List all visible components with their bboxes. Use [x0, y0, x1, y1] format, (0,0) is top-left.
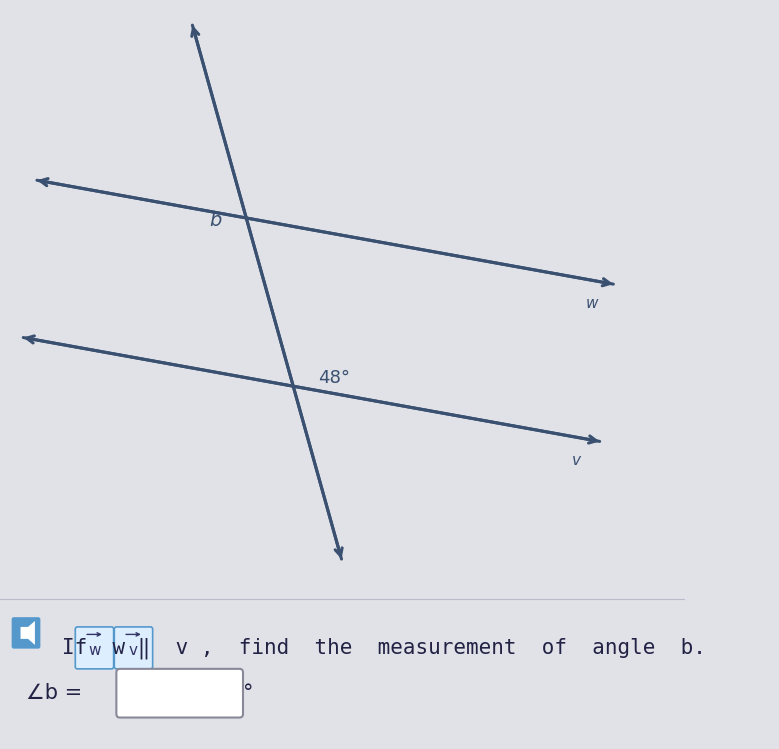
Text: b: b — [210, 211, 222, 231]
Polygon shape — [20, 621, 35, 645]
FancyBboxPatch shape — [116, 669, 243, 718]
Text: w: w — [585, 296, 597, 311]
Text: ∠b =: ∠b = — [26, 683, 83, 703]
Text: If  w ‖  v ,  find  the  measurement  of  angle  b.: If w ‖ v , find the measurement of angle… — [62, 637, 706, 658]
Text: °: ° — [243, 683, 253, 703]
FancyBboxPatch shape — [115, 627, 153, 669]
FancyBboxPatch shape — [12, 617, 41, 649]
Text: v: v — [572, 453, 580, 468]
FancyBboxPatch shape — [76, 627, 114, 669]
Text: v: v — [129, 643, 138, 658]
Text: 48°: 48° — [319, 369, 351, 387]
Text: w: w — [88, 643, 100, 658]
